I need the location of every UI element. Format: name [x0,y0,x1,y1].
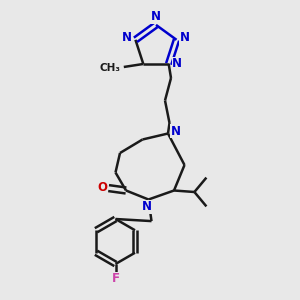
Text: F: F [112,272,119,286]
Text: CH₃: CH₃ [100,64,121,74]
Text: N: N [170,124,181,138]
Text: N: N [180,31,190,44]
Text: N: N [151,10,161,23]
Text: O: O [98,181,108,194]
Text: N: N [172,58,182,70]
Text: N: N [142,200,152,214]
Text: N: N [122,31,132,44]
